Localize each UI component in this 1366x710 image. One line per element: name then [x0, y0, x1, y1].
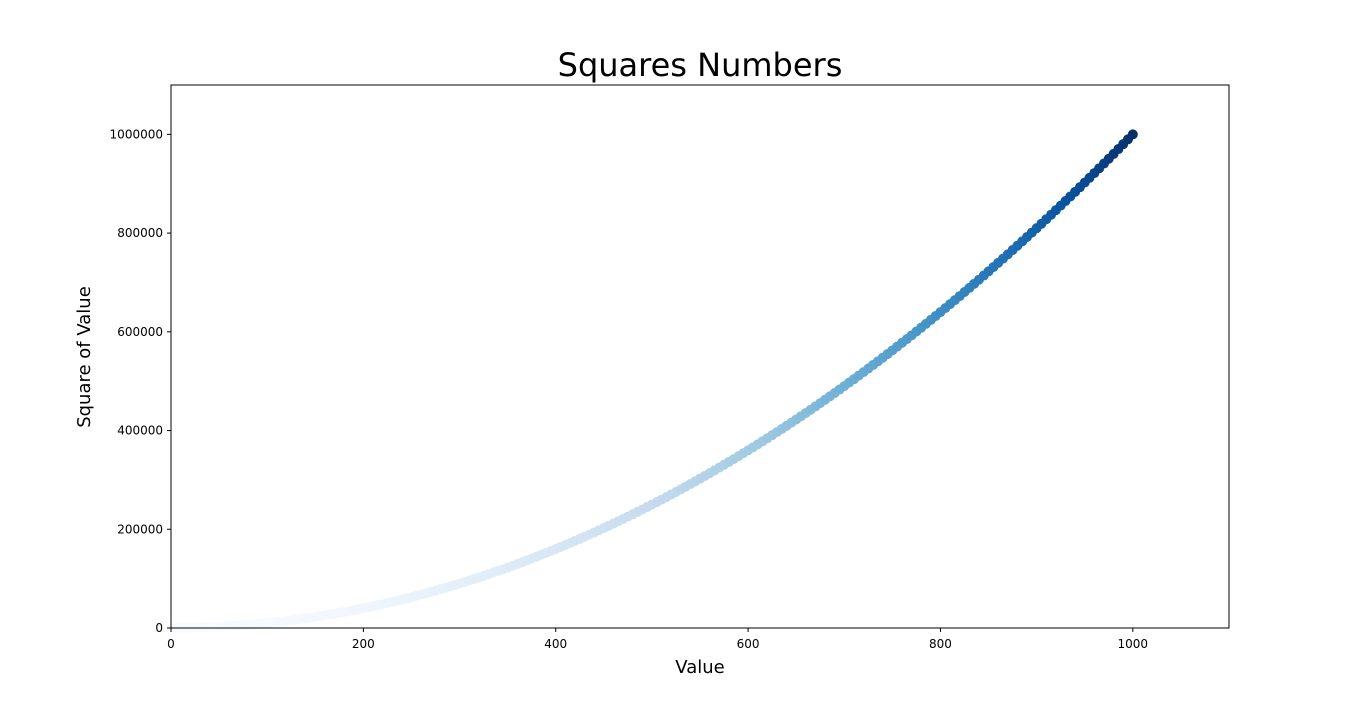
x-tick-label: 800: [929, 637, 952, 651]
y-tick-label: 600000: [117, 325, 163, 339]
y-tick-label: 1000000: [110, 127, 163, 141]
y-tick-label: 200000: [117, 522, 163, 536]
x-tick-label: 400: [544, 637, 567, 651]
y-tick-label: 0: [155, 621, 163, 635]
y-axis-label: Square of Value: [74, 286, 95, 428]
x-tick-label: 0: [167, 637, 175, 651]
x-tick-label: 1000: [1118, 637, 1149, 651]
x-tick-label: 200: [352, 637, 375, 651]
x-axis-label: Value: [675, 657, 724, 678]
chart-title: Squares Numbers: [558, 46, 843, 84]
y-tick-label: 400000: [117, 424, 163, 438]
points: [170, 129, 1138, 633]
plot-frame: [170, 84, 1230, 629]
x-tick-label: 600: [737, 637, 760, 651]
point: [1127, 129, 1138, 140]
y-tick-label: 800000: [117, 226, 163, 240]
